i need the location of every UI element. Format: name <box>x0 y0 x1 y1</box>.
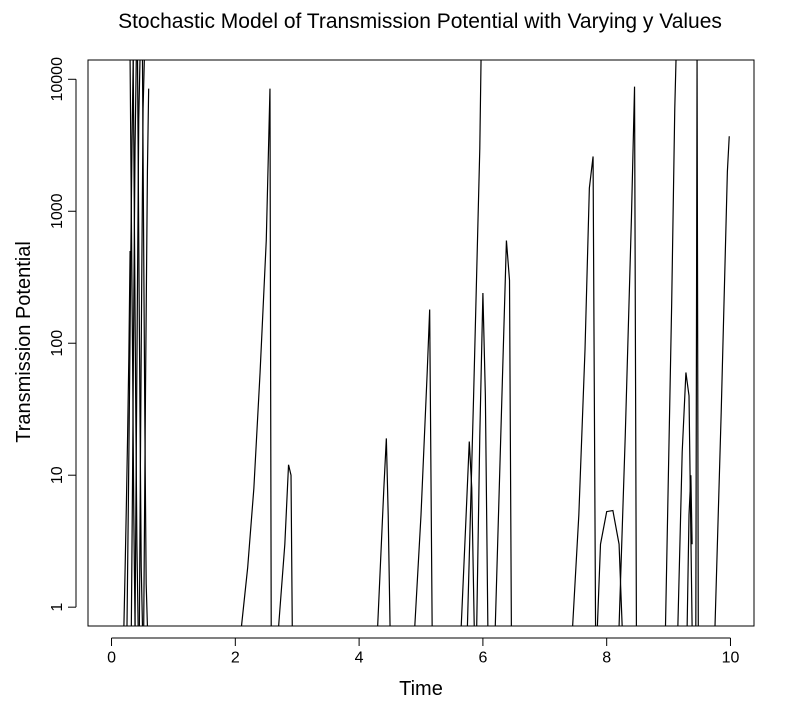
series-line-12 <box>278 464 293 627</box>
x-tick-label: 10 <box>722 649 740 666</box>
x-tick-label: 8 <box>602 649 611 666</box>
series-line-6 <box>134 59 141 627</box>
series-line-18 <box>494 240 512 627</box>
x-tick-label: 0 <box>107 649 116 666</box>
x-axis-label: Time <box>399 678 443 700</box>
y-tick-label: 1 <box>49 603 66 612</box>
axis-layer: 0 2 4 6 8 10 1 10 100 1000 10000 <box>49 57 739 666</box>
series-line-21 <box>618 86 638 627</box>
series-line-11 <box>240 88 272 627</box>
series-line-23 <box>677 372 693 627</box>
series-line-7 <box>136 59 144 627</box>
y-axis-label: Transmission Potential <box>13 241 35 443</box>
series-line-20 <box>596 509 623 627</box>
series-line-25 <box>695 59 699 627</box>
series-line-3 <box>129 59 136 627</box>
x-tick-label: 6 <box>478 649 487 666</box>
series-line-24 <box>686 475 693 627</box>
y-tick-label: 10 <box>49 466 66 484</box>
series-line-8 <box>138 59 145 627</box>
series-line-15 <box>460 441 475 627</box>
x-tick-label: 4 <box>355 649 364 666</box>
y-tick-label: 10000 <box>49 57 66 102</box>
plot-frame <box>87 59 755 627</box>
x-tick-label: 2 <box>231 649 240 666</box>
series-line-26 <box>714 136 730 627</box>
series-line-10 <box>143 88 150 627</box>
series-line-14 <box>414 309 433 627</box>
series-line-22 <box>664 59 677 627</box>
series-line-4 <box>130 59 137 627</box>
series-line-19 <box>572 156 597 627</box>
y-tick-label: 1000 <box>49 193 66 229</box>
series-line-5 <box>132 59 139 627</box>
series-line-13 <box>377 438 391 627</box>
series-line-2 <box>126 59 134 627</box>
y-tick-label: 100 <box>49 330 66 357</box>
series-line-1 <box>123 250 131 627</box>
data-layer <box>123 59 730 627</box>
chart-title: Stochastic Model of Transmission Potenti… <box>118 10 722 33</box>
series-line-17 <box>476 293 489 627</box>
series-line-16 <box>466 59 482 627</box>
